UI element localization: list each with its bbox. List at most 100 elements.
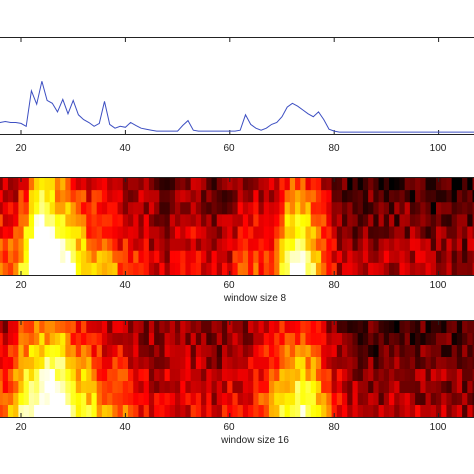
heatmap-cell — [441, 238, 448, 252]
heatmap-cell — [65, 381, 72, 394]
heatmap-cell — [435, 393, 442, 406]
heatmap-cell — [451, 333, 458, 346]
heatmap-cell — [430, 369, 437, 382]
heatmap-cell — [174, 321, 181, 334]
heatmap-cell — [128, 238, 134, 252]
heatmap-cell — [39, 333, 46, 346]
heatmap-cell — [169, 393, 176, 406]
heatmap-cell — [378, 321, 385, 334]
heatmap-cell — [143, 178, 150, 191]
heatmap-cell — [420, 202, 427, 215]
heatmap-cell — [154, 345, 160, 358]
heatmap-cell — [34, 250, 40, 264]
heatmap-cell — [195, 250, 202, 264]
heatmap-cell — [342, 238, 348, 252]
heatmap-cell — [373, 393, 380, 406]
heatmap-cell — [96, 345, 103, 358]
heatmap-cell — [409, 226, 416, 240]
heatmap-cell — [138, 369, 145, 382]
heatmap-cell — [274, 202, 280, 215]
heatmap-cell — [435, 226, 442, 240]
heatmap-cell — [321, 357, 327, 370]
heatmap-cell — [315, 345, 322, 358]
heatmap-cell — [326, 333, 333, 346]
heatmap-cell — [300, 262, 307, 276]
heatmap-cell — [60, 250, 66, 264]
heatmap-cell — [284, 262, 291, 276]
heatmap-cell — [415, 214, 421, 228]
heatmap-cell — [415, 238, 421, 252]
heatmap-cell — [195, 238, 202, 252]
heatmap-cell — [326, 357, 333, 370]
heatmap-cell — [60, 405, 66, 418]
heatmap-cell — [0, 178, 4, 191]
heatmap-cell — [425, 202, 432, 215]
heatmap-cell — [112, 381, 119, 394]
heatmap-cell — [143, 226, 150, 240]
heatmap-cell — [279, 202, 286, 215]
heatmap-cell — [248, 190, 254, 203]
heatmap-cell — [357, 405, 364, 418]
heatmap-cell — [143, 262, 150, 276]
heatmap-cell — [242, 369, 249, 382]
heatmap-cell — [206, 202, 213, 215]
heatmap-cell — [23, 238, 30, 252]
heatmap-cell — [415, 190, 421, 203]
heatmap-cell — [472, 214, 474, 228]
heatmap-cell — [107, 393, 113, 406]
heatmap-cell — [18, 405, 25, 418]
heatmap-cell — [133, 345, 140, 358]
heatmap-cell — [206, 214, 213, 228]
heatmap-cell — [180, 393, 187, 406]
heatmap-cell — [331, 202, 338, 215]
heatmap-cell — [305, 321, 312, 334]
heatmap-cell — [18, 321, 25, 334]
heatmap-cell — [456, 238, 463, 252]
heatmap-cell — [295, 345, 301, 358]
heatmap-cell — [101, 393, 108, 406]
heatmap-cell — [248, 238, 254, 252]
heatmap-cell — [65, 393, 72, 406]
heatmap-cell — [148, 238, 155, 252]
heatmap-cell — [295, 333, 301, 346]
heatmap-cell — [289, 262, 296, 276]
heatmap-cell — [211, 250, 218, 264]
heatmap-cell — [248, 345, 254, 358]
heatmap-cell — [169, 250, 176, 264]
heatmap-cell — [65, 369, 72, 382]
heatmap-cell — [143, 393, 150, 406]
heatmap-cell — [195, 178, 202, 191]
heatmap-cell — [326, 250, 333, 264]
heatmap-cell — [394, 238, 401, 252]
heatmap-cell — [389, 333, 395, 346]
heatmap-cell — [373, 250, 380, 264]
heatmap-cell — [195, 190, 202, 203]
heatmap-cell — [284, 357, 291, 370]
heatmap-cell — [49, 190, 56, 203]
heatmap-cell — [60, 214, 66, 228]
heatmap-cell — [227, 321, 234, 334]
heatmap-cell — [169, 357, 176, 370]
heatmap-cell — [96, 238, 103, 252]
heatmap-cell — [451, 250, 458, 264]
heatmap-cell — [13, 381, 19, 394]
heatmap-cell — [112, 178, 119, 191]
heatmap-cell — [420, 357, 427, 370]
heatmap-cell — [112, 226, 119, 240]
heatmap-cell — [70, 214, 77, 228]
heatmap-cell — [190, 381, 197, 394]
heatmap-cell — [467, 202, 474, 215]
heatmap-cell — [331, 178, 338, 191]
heatmap-cell — [420, 369, 427, 382]
heatmap-cell — [81, 238, 87, 252]
heatmap-cell — [7, 405, 14, 418]
heatmap-cell — [242, 214, 249, 228]
heatmap-cell — [117, 238, 124, 252]
heatmap-cell — [310, 238, 317, 252]
heatmap-cell — [154, 238, 160, 252]
heatmap-cell — [242, 405, 249, 418]
heatmap-cell — [86, 238, 93, 252]
heatmap-cell — [7, 238, 14, 252]
heatmap-cell — [185, 357, 192, 370]
heatmap-cell — [420, 333, 427, 346]
